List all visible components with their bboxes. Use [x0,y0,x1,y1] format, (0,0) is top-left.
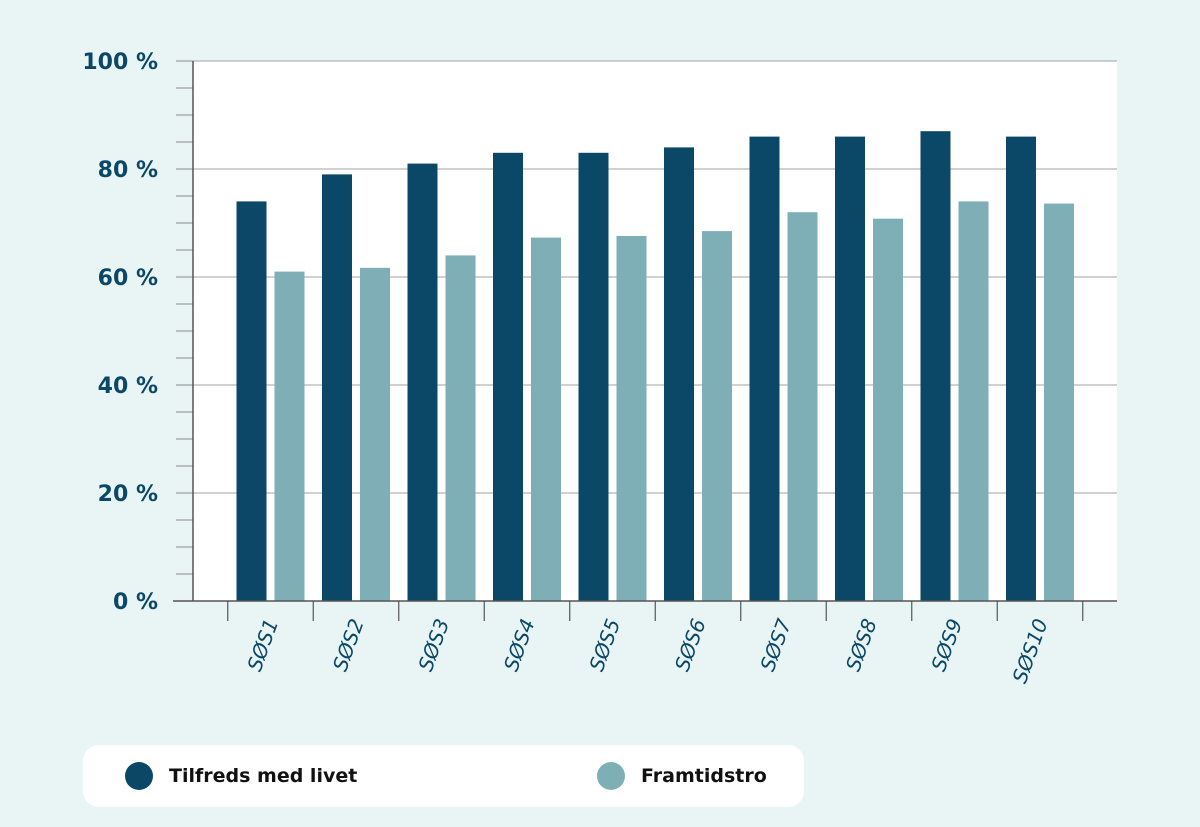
y-tick-label: 40 % [98,374,158,399]
bar-framtidstro [360,267,390,601]
bar-tilfreds [749,136,780,601]
y-tick-label: 60 % [98,266,158,291]
bar-framtidstro [445,255,476,601]
x-tick-label: SØS9 [926,616,967,675]
y-tick-label: 20 % [98,482,158,507]
legend-swatch-tilfreds [125,762,153,790]
legend: Tilfreds med livet Framtidstro [83,745,804,807]
bar-tilfreds [835,136,865,601]
x-tick-label: SØS2 [328,616,369,675]
bar-tilfreds [920,131,951,601]
bar-tilfreds [322,174,352,601]
x-tick-label: SØS6 [670,616,711,675]
bar-tilfreds [236,201,267,601]
legend-label-framtidstro: Framtidstro [641,765,767,787]
y-tick-label: 0 % [113,590,158,615]
x-tick-label: SØS10 [1007,616,1052,687]
y-tick-label: 80 % [98,158,158,183]
bar-framtidstro [873,218,903,601]
x-tick-label: SØS5 [584,616,625,675]
bar-framtidstro [787,212,818,601]
bar-tilfreds [407,163,438,601]
bar-framtidstro [616,235,647,601]
legend-swatch-framtidstro [597,762,625,790]
bar-framtidstro [958,201,989,601]
x-tick-label: SØS3 [413,616,454,675]
bar-tilfreds [1006,136,1036,601]
bar-framtidstro [1044,203,1074,601]
bar-tilfreds [578,152,609,602]
x-tick-label: SØS4 [499,616,540,675]
legend-label-tilfreds: Tilfreds med livet [169,765,358,787]
bar-tilfreds [493,152,523,602]
bar-framtidstro [274,271,305,601]
y-tick-label: 100 % [82,50,158,75]
legend-item-tilfreds: Tilfreds med livet [125,745,357,807]
bar-framtidstro [702,231,732,601]
bar-tilfreds [664,147,694,601]
x-tick-label: SØS8 [841,616,882,675]
legend-item-framtidstro: Framtidstro [597,745,767,807]
x-tick-label: SØS7 [755,615,796,674]
x-tick-label: SØS1 [242,616,283,675]
bar-framtidstro [531,237,561,601]
